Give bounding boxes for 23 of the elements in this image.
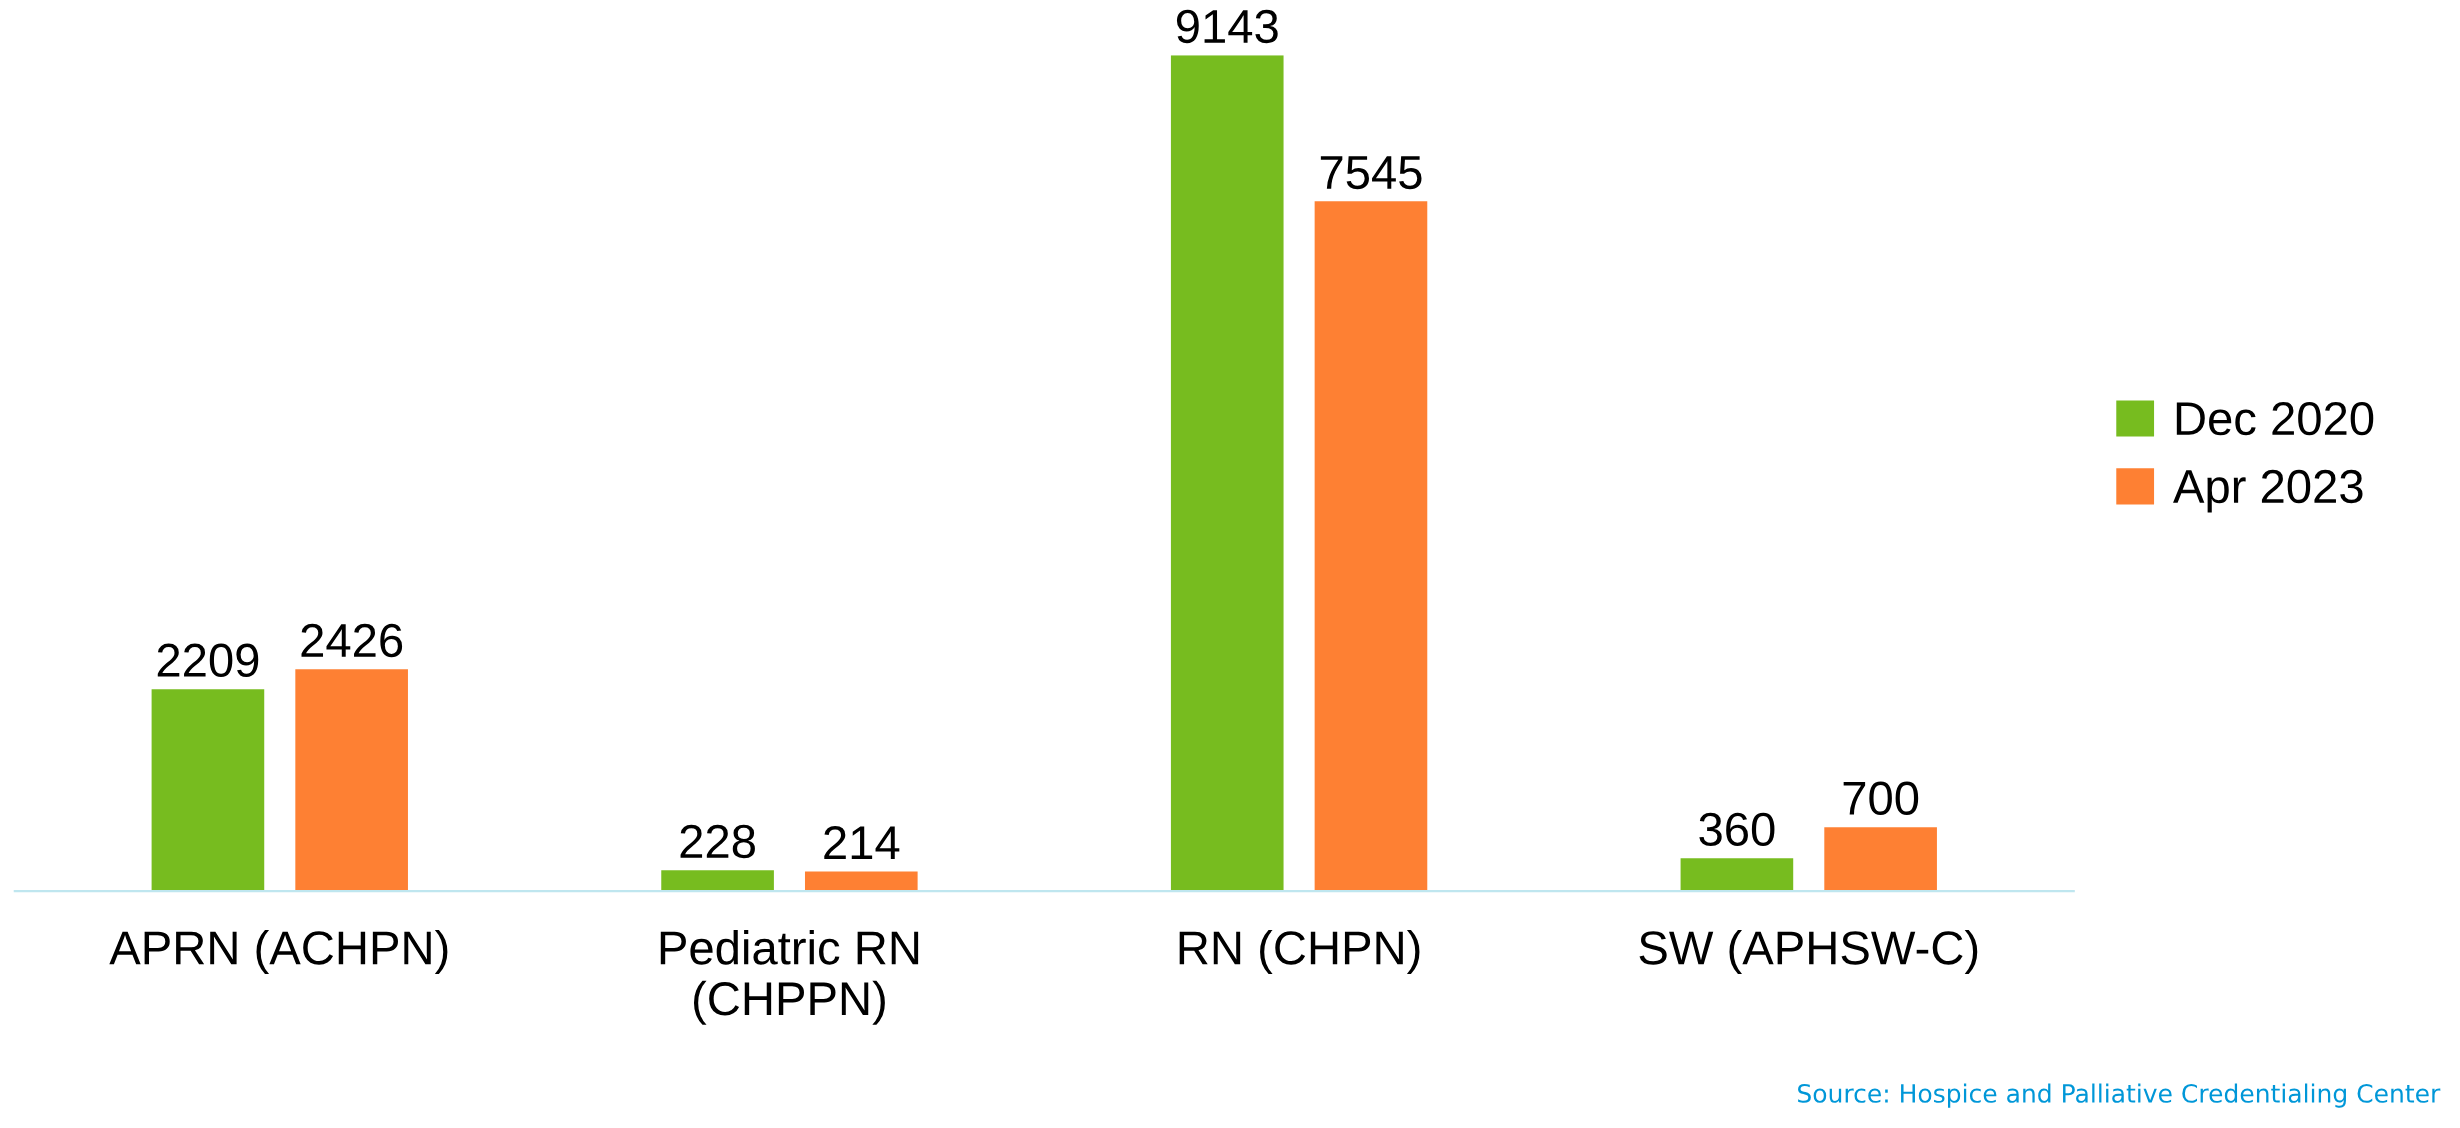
data-label: 2426 bbox=[301, 623, 403, 658]
data-label: 360 bbox=[1699, 812, 1775, 847]
bar bbox=[1824, 827, 1937, 892]
bar bbox=[804, 871, 918, 892]
data-label: 2209 bbox=[157, 643, 259, 678]
bar bbox=[1680, 858, 1794, 892]
source-note: Source: Hospice and Palliative Credentialing Center bbox=[1798, 1083, 2441, 1108]
data-label: 214 bbox=[824, 826, 900, 859]
legend-label: Dec 2020 bbox=[2176, 401, 2374, 436]
bar bbox=[661, 870, 774, 892]
data-label: 228 bbox=[680, 824, 755, 859]
bar bbox=[1170, 55, 1284, 892]
x-tick-label: SW (APHSW-C) bbox=[1639, 930, 1978, 975]
x-tick-label: RN (CHPN) bbox=[1179, 930, 1420, 975]
bar bbox=[151, 689, 265, 892]
data-label: 9143 bbox=[1176, 9, 1278, 44]
bar bbox=[295, 669, 408, 892]
x-tick-label: Pediatric RN (CHPPN) bbox=[660, 930, 919, 1025]
data-label: 7545 bbox=[1320, 156, 1422, 190]
data-label: 700 bbox=[1843, 781, 1919, 816]
bar bbox=[1314, 201, 1428, 892]
x-tick-label: APRN (ACHPN) bbox=[109, 930, 448, 975]
legend-label: Apr 2023 bbox=[2173, 469, 2363, 513]
